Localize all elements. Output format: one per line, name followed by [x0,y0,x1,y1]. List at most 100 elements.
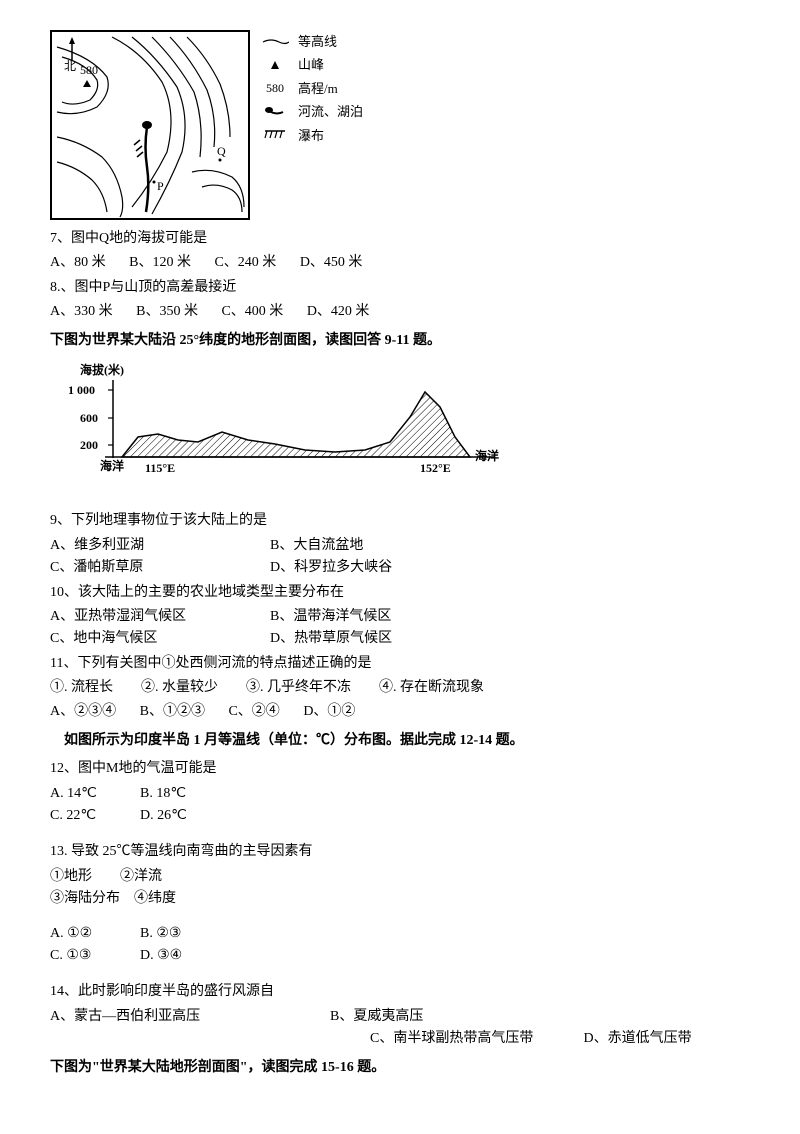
question-14: 14、此时影响印度半岛的盛行风源自 [50,981,750,1003]
question-13-options: A. ①②B. ②③ C. ①③D. ③④ [50,923,750,968]
option: B、温带海洋气候区 [270,606,490,628]
option: C. 22℃ [50,805,140,827]
option: D、科罗拉多大峡谷 [270,557,490,579]
option: C、240 米 [214,255,276,270]
section-4-heading: 下图为"世界某大陆地形剖面图"，读图完成 15-16 题。 [50,1057,750,1079]
x-label-152e: 152°E [420,461,451,475]
terrain-profile-chart: 海拔(米) 1 000 600 200 海洋 115°E 152°E 海洋 [50,360,750,498]
option: A、330 米 [50,304,113,319]
question-8: 8.、图中P与山顶的高差最接近 [50,277,750,299]
point-q-marker [219,159,222,162]
lake-icon [142,121,152,129]
point-p-marker [153,181,156,184]
y-tick-label: 1 000 [68,383,95,397]
question-11-items: ①. 流程长 ②. 水量较少 ③. 几乎终年不冻 ④. 存在断流现象 [50,677,750,699]
option: A、维多利亚湖 [50,535,270,557]
legend-label: 等高线 [298,30,337,53]
peak-elevation-label: 580 [80,63,98,77]
option: B、大自流盆地 [270,535,490,557]
option: C、400 米 [221,304,283,319]
legend-label: 山峰 [298,53,324,76]
question-9-options: A、维多利亚湖B、大自流盆地 C、潘帕斯草原D、科罗拉多大峡谷 [50,535,750,580]
y-tick-label: 200 [80,438,98,452]
option: D、①② [303,704,355,719]
x-label-115e: 115°E [145,461,175,475]
question-13-item-1: ①地形 ②洋流 [50,866,750,888]
contour-line [202,185,242,212]
option: B. 18℃ [140,786,186,801]
waterfall-icon [134,140,143,157]
option: C、南半球副热带高气压带 [370,1028,580,1050]
contour-line [152,37,201,157]
question-13: 13. 导致 25℃等温线向南弯曲的主导因素有 [50,841,750,863]
legend-item: 580 高程/m [260,77,363,100]
contour-map: 北 580 [50,30,250,220]
question-11: 11、下列有关图中①处西侧河流的特点描述正确的是 [50,653,750,675]
contour-line [192,170,244,207]
figure-1-container: 北 580 [50,30,750,220]
figure-1: 北 580 [50,30,750,220]
legend-item: 河流、湖泊 [260,100,363,123]
contour-line [57,137,123,217]
legend-label: 瀑布 [298,124,324,147]
legend-label: 高程/m [298,77,338,100]
option: A、亚热带湿润气候区 [50,606,270,628]
option: B、120 米 [129,255,191,270]
legend-item: 等高线 [260,30,363,53]
elevation-value: 580 [260,78,290,100]
x-label-ocean-right: 海洋 [475,448,499,463]
contour-line [187,37,230,137]
option: D、420 米 [307,304,370,319]
option: D、450 米 [300,255,363,270]
river-symbol-icon [260,105,290,119]
contour-map-svg: 北 580 [52,32,248,218]
option: A、②③④ [50,704,116,719]
contour-symbol-icon [260,36,290,48]
option: C、潘帕斯草原 [50,557,270,579]
question-12: 12、图中M地的气温可能是 [50,758,750,780]
question-10-options: A、亚热带湿润气候区B、温带海洋气候区 C、地中海气候区D、热带草原气候区 [50,606,750,651]
option: D. ③④ [140,948,182,963]
y-axis-label: 海拔(米) [80,362,124,377]
contour-line [170,37,215,147]
option: D. 26℃ [140,808,187,823]
option: A、80 米 [50,255,106,270]
option: A. ①② [50,923,140,945]
option: B. ②③ [140,926,181,941]
peak-icon [83,80,91,87]
option: D、热带草原气候区 [270,628,490,650]
question-13-item-2: ③海陆分布 ④纬度 [50,888,750,910]
map-legend: 等高线 山峰 580 高程/m 河流、湖泊 瀑布 [260,30,363,147]
contour-line [57,47,108,114]
contour-line [57,162,107,212]
option: B、①②③ [140,704,205,719]
question-7: 7、图中Q地的海拔可能是 [50,228,750,250]
option: D、赤道低气压带 [584,1031,692,1046]
option: B、夏威夷高压 [330,1006,470,1028]
compass-icon: 北 [64,37,76,73]
y-tick-label: 600 [80,411,98,425]
question-14-options: A、蒙古—西伯利亚高压 B、夏威夷高压 [50,1006,750,1028]
question-7-options: A、80 米 B、120 米 C、240 米 D、450 米 [50,252,750,274]
terrain-profile-path [122,392,470,457]
river-line [146,127,149,212]
option: A、蒙古—西伯利亚高压 [50,1006,330,1028]
legend-item: 瀑布 [260,124,363,147]
option: C、②④ [228,704,279,719]
legend-label: 河流、湖泊 [298,100,363,123]
point-q-label: Q [217,144,226,158]
question-14-options-row2: C、南半球副热带高气压带 D、赤道低气压带 [370,1028,750,1050]
waterfall-symbol-icon [260,128,290,142]
point-p-label: P [157,179,164,193]
question-12-options: A. 14℃B. 18℃ C. 22℃D. 26℃ [50,783,750,828]
option: C. ①③ [50,945,140,967]
option: B、350 米 [136,304,198,319]
legend-item: 山峰 [260,53,363,76]
question-8-options: A、330 米 B、350 米 C、400 米 D、420 米 [50,301,750,323]
option: C、地中海气候区 [50,628,270,650]
section-2-heading: 下图为世界某大陆沿 25°纬度的地形剖面图，读图回答 9-11 题。 [50,330,750,352]
profile-chart-svg: 海拔(米) 1 000 600 200 海洋 115°E 152°E 海洋 [50,360,520,490]
question-11-options: A、②③④ B、①②③ C、②④ D、①② [50,701,750,723]
option: A. 14℃ [50,783,140,805]
question-9: 9、下列地理事物位于该大陆上的是 [50,510,750,532]
